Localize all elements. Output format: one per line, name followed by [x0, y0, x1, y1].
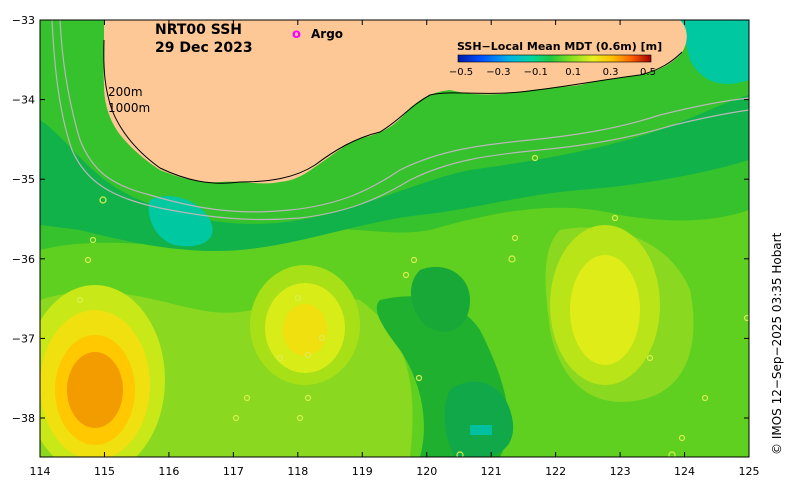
x-tick-label: 122 [545, 465, 566, 478]
ssh-band-shelf-green [40, 95, 749, 251]
x-tick-label: 123 [610, 465, 631, 478]
colorbar-title: SSH−Local Mean MDT (0.6m) [m] [457, 40, 662, 53]
warm-eddy-central [250, 265, 360, 385]
isobath-1000m [51, 20, 749, 221]
credit-text: © IMOS 12−Sep−2025 03:35 Hobart [770, 232, 784, 455]
ssh-low-core [470, 425, 492, 435]
colorbar-tick-label: −0.3 [486, 67, 510, 78]
argo-markers [76, 154, 749, 457]
argo-float [701, 394, 709, 402]
x-tick-label: 115 [94, 465, 115, 478]
argo-float [304, 394, 312, 402]
colorbar: SSH−Local Mean MDT (0.6m) [m] −0.5 −0.3 −0… [449, 40, 662, 78]
plot-area [40, 20, 749, 457]
argo-float [84, 256, 92, 264]
argo-float [402, 271, 410, 279]
argo-float [668, 451, 676, 457]
x-tick-label: 121 [481, 465, 502, 478]
y-tick-label: −35 [12, 173, 35, 186]
warm-eddy-west [40, 285, 165, 457]
x-tick-label: 119 [352, 465, 373, 478]
x-tick-label: 116 [158, 465, 179, 478]
contour-label-200m: 200m [108, 85, 143, 99]
y-tick-label: −34 [12, 94, 35, 107]
argo-float [531, 154, 539, 162]
argo-float [89, 236, 97, 244]
colorbar-tick-label: −0.5 [449, 67, 473, 78]
argo-float [511, 234, 519, 242]
map-title-line2: 29 Dec 2023 [155, 40, 253, 56]
y-tick-label: −38 [12, 412, 35, 425]
plot-frame [39, 19, 750, 458]
argo-float [294, 294, 302, 302]
argo-float [743, 314, 749, 322]
y-tick-label: −33 [12, 14, 35, 27]
y-tick-label: −36 [12, 253, 35, 266]
colorbar-tick-label: 0.5 [640, 67, 656, 78]
y-axis: −33 −34 −35 −36 −37 −38 [12, 14, 749, 425]
argo-float [456, 451, 464, 457]
y-tick-label: −37 [12, 332, 35, 345]
ssh-low-center [410, 266, 470, 332]
argo-float [415, 374, 423, 382]
contour-label-1000m: 1000m [108, 101, 150, 115]
argo-float [611, 214, 619, 222]
argo-float [318, 334, 326, 342]
argo-float [508, 255, 516, 263]
argo-float [232, 414, 240, 422]
x-tick-label: 117 [223, 465, 244, 478]
ssh-teal-northeast [680, 20, 749, 84]
argo-float [243, 394, 251, 402]
colorbar-ticks: −0.5 −0.3 −0.1 0.1 0.3 0.5 [449, 67, 656, 78]
isobath-200m [59, 20, 749, 213]
x-axis: 114 115 116 117 118 119 120 121 122 123 124 125 [30, 20, 760, 478]
x-tick-label: 114 [30, 465, 51, 478]
x-tick-label: 120 [416, 465, 437, 478]
x-tick-label: 125 [739, 465, 760, 478]
coastline [103, 39, 683, 184]
argo-float [646, 354, 654, 362]
argo-float [76, 296, 84, 304]
argo-float [678, 434, 686, 442]
map-title-line1: NRT00 SSH [155, 22, 242, 38]
argo-float [99, 196, 107, 204]
x-tick-label: 124 [674, 465, 695, 478]
argo-legend-symbol: o [292, 27, 301, 42]
colorbar-tick-label: −0.1 [524, 67, 548, 78]
colorbar-tick-label: 0.3 [603, 67, 619, 78]
x-tick-label: 118 [287, 465, 308, 478]
argo-float [276, 354, 284, 362]
colorbar-gradient [457, 54, 652, 63]
ssh-low-south [444, 381, 514, 457]
argo-float [296, 414, 304, 422]
colorbar-tick-label: 0.1 [565, 67, 581, 78]
argo-legend-label: Argo [311, 27, 343, 41]
warm-eddy-east [550, 225, 660, 385]
argo-float [410, 256, 418, 264]
argo-float [304, 351, 312, 359]
